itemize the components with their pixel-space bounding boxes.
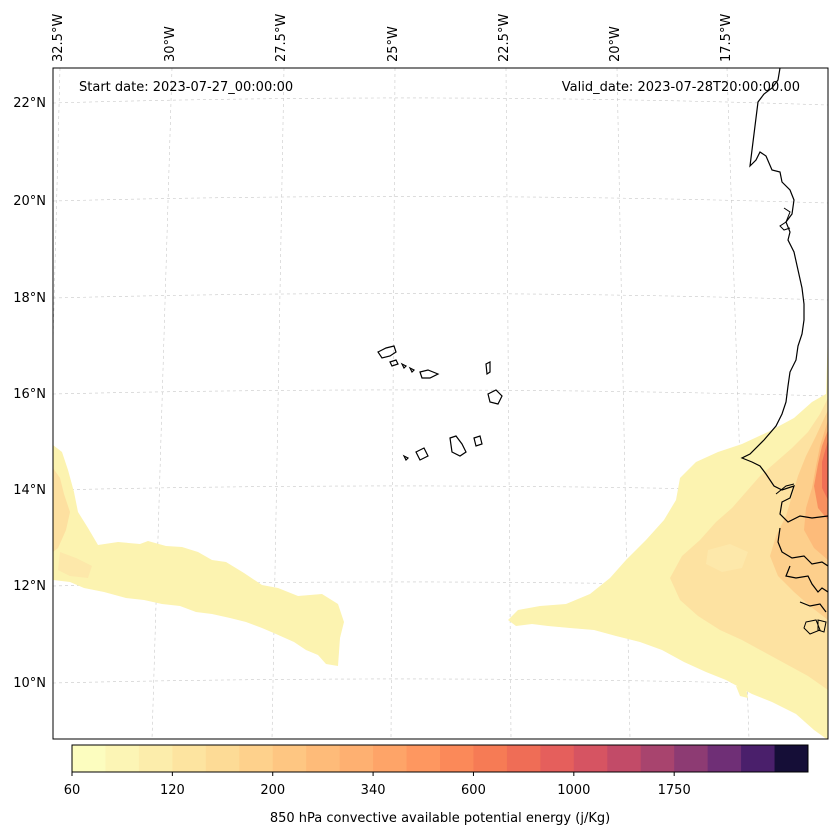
colorbar-frame — [71, 744, 809, 773]
start-date-label: Start date: 2023-07-27_00:00:00 — [79, 80, 293, 95]
cape-contour — [58, 552, 92, 578]
colorbar-segment — [373, 745, 408, 772]
colorbar-segment — [105, 745, 140, 772]
cape-contour — [770, 410, 828, 620]
island — [402, 454, 410, 462]
africa-coastline-detail — [775, 207, 827, 635]
colorbar: 60 120 200 340 600 1000 1750 — [64, 744, 809, 798]
island — [487, 389, 503, 405]
longitude-label: 30°W — [163, 26, 178, 62]
colorbar-tick-label: 1750 — [658, 783, 691, 798]
longitude-label: 22.5°W — [497, 14, 512, 62]
colorbar-segment — [138, 745, 173, 772]
colorbar-segment — [172, 745, 207, 772]
longitude-label: 27.5°W — [274, 14, 289, 62]
latitude-label: 20°N — [13, 194, 46, 209]
island — [415, 447, 429, 461]
cape-contour — [53, 445, 344, 666]
colorbar-segment — [406, 745, 441, 772]
colorbar-segment — [674, 745, 709, 772]
colorbar-segment — [607, 745, 642, 772]
island — [473, 435, 483, 447]
colorbar-segment — [640, 745, 675, 772]
latitude-labels: 22°N 20°N 18°N 16°N 14°N 12°N 10°N — [13, 96, 46, 691]
valid-date-label: Valid_date: 2023-07-28T20:00:00.00 — [562, 80, 800, 95]
cape-contour — [736, 686, 748, 698]
latitude-label: 18°N — [13, 291, 46, 306]
colorbar-segment — [72, 745, 106, 772]
latitude-label: 22°N — [13, 96, 46, 111]
cape-field-west — [53, 445, 344, 666]
cape-contour — [822, 440, 828, 500]
colorbar-label: 850 hPa convective available potential e… — [270, 811, 610, 826]
colorbar-segment — [239, 745, 274, 772]
colorbar-segment — [774, 745, 809, 772]
cape-contour — [53, 468, 70, 552]
island — [389, 359, 399, 367]
longitude-labels: 32.5°W 30°W 27.5°W 25°W 22.5°W 20°W 17.5°W — [51, 14, 734, 62]
cape-contour — [706, 544, 748, 572]
cape-verde-islands — [377, 345, 503, 462]
colorbar-tick-label: 340 — [361, 783, 386, 798]
colorbar-segment — [440, 745, 474, 772]
longitude-label: 20°W — [608, 26, 623, 62]
island — [408, 366, 416, 374]
colorbar-tick-label: 1000 — [557, 783, 590, 798]
map-border — [52, 67, 829, 740]
colorbar-segment — [707, 745, 742, 772]
latitude-label: 16°N — [13, 387, 46, 402]
island — [419, 369, 440, 379]
colorbar-segment — [306, 745, 341, 772]
cape-field-east — [508, 330, 828, 739]
longitude-label: 25°W — [386, 26, 401, 62]
colorbar-segment — [339, 745, 374, 772]
island — [400, 362, 408, 370]
africa-coastline — [740, 68, 828, 613]
colorbar-segment — [272, 745, 307, 772]
colorbar-tick-label: 120 — [160, 783, 185, 798]
colorbar-tick-label: 200 — [260, 783, 285, 798]
colorbar-segment — [205, 745, 240, 772]
cape-contour — [814, 430, 828, 520]
colorbar-segment — [473, 745, 508, 772]
island — [377, 345, 397, 359]
colorbar-tick-label: 60 — [64, 783, 81, 798]
colorbar-segment — [573, 745, 608, 772]
longitude-label: 32.5°W — [51, 14, 66, 62]
colorbar-segment — [741, 745, 776, 772]
latitude-label: 14°N — [13, 483, 46, 498]
cape-contour — [670, 398, 828, 690]
map-content — [53, 68, 828, 739]
colorbar-tick-label: 600 — [461, 783, 486, 798]
colorbar-segment — [540, 745, 575, 772]
island — [449, 435, 467, 457]
latitude-label: 12°N — [13, 579, 46, 594]
island — [485, 361, 491, 376]
colorbar-segment — [506, 745, 541, 772]
latitude-label: 10°N — [13, 676, 46, 691]
longitude-label: 17.5°W — [719, 14, 734, 62]
